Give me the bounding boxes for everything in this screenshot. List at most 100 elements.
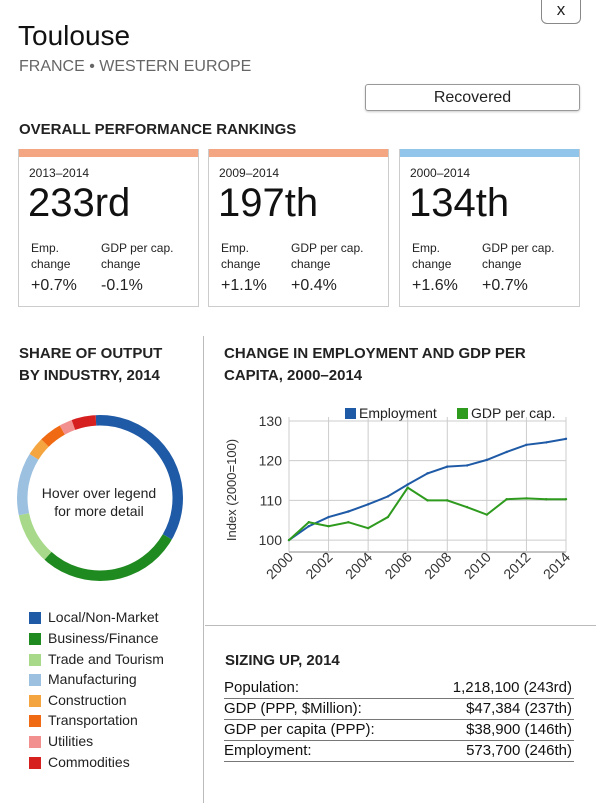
gdp-change-value: -0.1%: [101, 277, 143, 294]
table-row: Population: 1,218,100 (243rd): [224, 678, 574, 699]
legend-swatch: [29, 633, 41, 645]
table-row: GDP (PPP, $Million): $47,384 (237th): [224, 699, 574, 720]
data-point-employment: [465, 464, 469, 467]
data-point-gdp-per-cap: [505, 497, 508, 501]
card-period: 2013–2014: [29, 166, 90, 180]
data-point-employment: [505, 450, 508, 454]
close-button[interactable]: x: [541, 0, 581, 24]
data-point-employment: [485, 458, 489, 462]
y-tick-label: 110: [260, 492, 283, 508]
data-point-gdp-per-cap: [347, 521, 350, 524]
data-point-gdp-per-cap: [446, 499, 449, 502]
card-rank: 233rd: [28, 181, 131, 225]
chart-title: CHANGE IN EMPLOYMENT AND GDP PER CAPITA, …: [224, 345, 526, 384]
card-rank: 197th: [218, 181, 319, 225]
emp-change-label: Emp. change: [31, 241, 71, 271]
legend-label: Trade and Tourism: [48, 651, 164, 667]
y-tick-label: 130: [259, 413, 283, 429]
donut-segment-commodities[interactable]: [71, 414, 97, 430]
donut-segment-construction[interactable]: [29, 438, 49, 460]
data-point-employment: [426, 472, 429, 475]
page-subtitle: FRANCE • WESTERN EUROPE: [19, 58, 252, 75]
y-tick-label: 120: [259, 453, 283, 469]
legend-label: Business/Finance: [48, 630, 159, 646]
donut-segment-transportation[interactable]: [40, 424, 65, 447]
gdp-change-value: +0.4%: [291, 277, 337, 294]
card-period: 2009–2014: [219, 166, 280, 180]
data-point-employment: [564, 437, 568, 441]
gdp-change-label: GDP per cap. change: [291, 241, 364, 271]
page-title: Toulouse: [18, 20, 131, 51]
legend-swatch-employment: [345, 408, 356, 419]
donut-hint-text: Hover over legend for more detail: [41, 485, 157, 519]
data-point-gdp-per-cap: [485, 513, 489, 516]
legend-label: Manufacturing: [48, 671, 137, 687]
y-axis-label: Index (2000=100): [224, 439, 239, 541]
output-heading: SHARE OF OUTPUT BY INDUSTRY, 2014: [19, 345, 163, 384]
x-tick-label: 2000: [263, 549, 296, 582]
donut-segment-utilities[interactable]: [59, 419, 76, 435]
data-point-gdp-per-cap: [465, 505, 469, 509]
card-accent-bar: [400, 149, 579, 157]
legend-swatch: [29, 695, 41, 707]
ranking-card-2013-2014: 2013–2014 233rd Emp. change GDP per cap. c…: [18, 149, 199, 307]
employment-gdp-line-chart: Employment GDP per cap. 100 110 120 130 200…: [224, 405, 573, 582]
x-tick-label: 2006: [381, 549, 414, 582]
table-row: GDP per capita (PPP): $38,900 (146th): [224, 720, 574, 741]
emp-change-label: Emp. change: [221, 241, 261, 271]
data-point-gdp-per-cap: [386, 515, 390, 519]
gdp-change-label: GDP per cap. change: [482, 241, 555, 271]
emp-change-label: Emp. change: [412, 241, 452, 271]
data-point-gdp-per-cap: [307, 521, 310, 524]
legend-label: Commodities: [48, 754, 130, 770]
donut-segment-manufacturing[interactable]: [16, 453, 39, 516]
legend-swatch: [29, 736, 41, 748]
rankings-heading: OVERALL PERFORMANCE RANKINGS: [19, 121, 297, 138]
legend-swatch: [29, 674, 41, 686]
legend-label-gdp: GDP per cap.: [471, 405, 556, 421]
data-point-employment: [525, 443, 528, 446]
data-point-employment: [307, 524, 310, 528]
ranking-card-2009-2014: 2009–2014 197th Emp. change GDP per cap. c…: [208, 149, 389, 307]
emp-change-value: +1.1%: [221, 277, 267, 294]
chart-legend: Employment GDP per cap.: [345, 405, 556, 421]
industry-donut-chart: [16, 414, 184, 582]
legend-label: Transportation: [48, 712, 138, 728]
legend-swatch-gdp: [457, 408, 468, 419]
legend-swatch: [29, 612, 41, 624]
legend-swatch: [29, 715, 41, 727]
section-divider: [205, 625, 596, 626]
data-point-gdp-per-cap: [366, 526, 370, 530]
data-point-employment: [446, 465, 449, 468]
x-tick-label: 2010: [461, 549, 494, 582]
status-badge: Recovered: [365, 84, 580, 111]
donut-segment-trade-and-tourism[interactable]: [18, 512, 52, 561]
data-point-employment: [545, 441, 548, 444]
gdp-change-value: +0.7%: [482, 277, 528, 294]
data-point-gdp-per-cap: [287, 538, 291, 542]
data-point-employment: [347, 510, 350, 513]
donut-segment-local-non-market[interactable]: [95, 414, 184, 540]
legend-label: Utilities: [48, 733, 94, 749]
legend-label: Construction: [48, 692, 127, 708]
data-point-employment: [366, 503, 370, 506]
data-point-gdp-per-cap: [564, 497, 568, 501]
donut-segment-business-finance[interactable]: [44, 534, 173, 582]
x-tick-label: 2008: [421, 549, 454, 582]
column-divider: [203, 336, 204, 803]
legend-swatch: [29, 654, 41, 666]
card-rank: 134th: [409, 181, 510, 225]
y-tick-label: 100: [259, 532, 283, 548]
data-point-gdp-per-cap: [525, 497, 528, 500]
legend-label-employment: Employment: [359, 405, 437, 421]
card-accent-bar: [209, 149, 388, 157]
emp-change-value: +1.6%: [412, 277, 458, 294]
x-tick-label: 2002: [302, 549, 335, 582]
ranking-card-2000-2014: 2000–2014 134th Emp. change GDP per cap. c…: [399, 149, 580, 307]
data-point-employment: [386, 495, 390, 498]
card-period: 2000–2014: [410, 166, 471, 180]
legend-label: Local/Non-Market: [48, 609, 159, 625]
legend-swatch: [29, 757, 41, 769]
x-tick-label: 2004: [342, 549, 375, 582]
x-tick-label: 2014: [540, 549, 573, 582]
